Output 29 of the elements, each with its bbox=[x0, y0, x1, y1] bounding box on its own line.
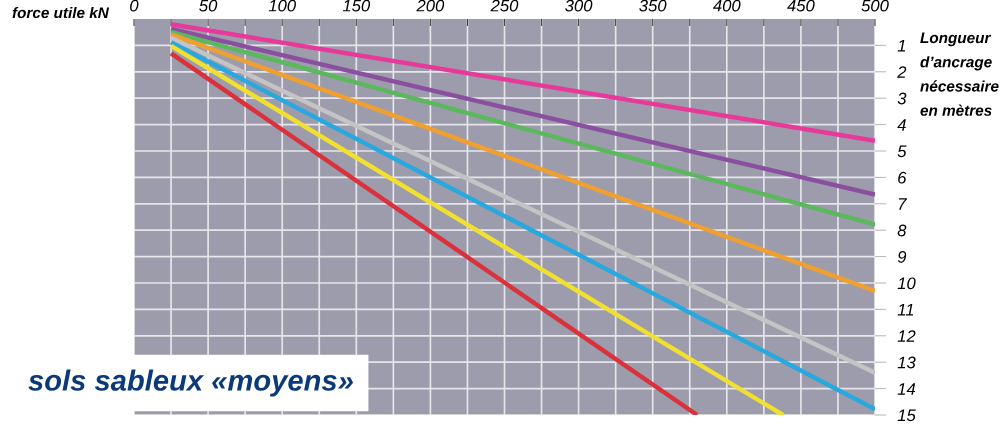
y-tick-label: 9 bbox=[897, 251, 907, 263]
x-axis-title: force utile kN bbox=[12, 6, 110, 19]
y-tick-label: 8 bbox=[897, 224, 907, 237]
x-tick-label: 200 bbox=[416, 0, 445, 12]
y-tick-label: 4 bbox=[897, 119, 906, 131]
x-tick-label: 350 bbox=[639, 0, 667, 12]
x-tick-label: 100 bbox=[268, 0, 296, 12]
y-tick-label: 3 bbox=[897, 92, 907, 105]
y-tick-label: 1 bbox=[897, 39, 906, 52]
y-tick-label: 13 bbox=[897, 356, 916, 369]
x-tick-label: 150 bbox=[342, 0, 371, 12]
y-tick-label: 15 bbox=[897, 409, 916, 422]
annotation: sols sableux «moyens» bbox=[28, 369, 353, 397]
x-tick-label: 250 bbox=[490, 0, 519, 12]
x-tick-label: 50 bbox=[199, 0, 218, 12]
x-tick-label: 0 bbox=[130, 0, 139, 12]
y-tick-label: 5 bbox=[897, 145, 907, 158]
y-tick-label: 12 bbox=[897, 330, 916, 342]
x-tick-label: 400 bbox=[713, 0, 741, 12]
y-axis-title: Longueur d’ancrage nécessaire en mètres bbox=[920, 32, 999, 116]
y-tick-label: 7 bbox=[898, 198, 907, 210]
x-tick-label: 450 bbox=[787, 0, 815, 12]
y-tick-label: 14 bbox=[897, 383, 916, 395]
y-tick-label: 11 bbox=[897, 303, 914, 316]
x-tick-label: 300 bbox=[565, 0, 593, 12]
y-tick-label: 10 bbox=[897, 277, 916, 290]
y-tick-label: 2 bbox=[897, 66, 907, 78]
y-tick-label: 6 bbox=[898, 171, 907, 184]
x-tick-label: 500 bbox=[861, 0, 889, 12]
